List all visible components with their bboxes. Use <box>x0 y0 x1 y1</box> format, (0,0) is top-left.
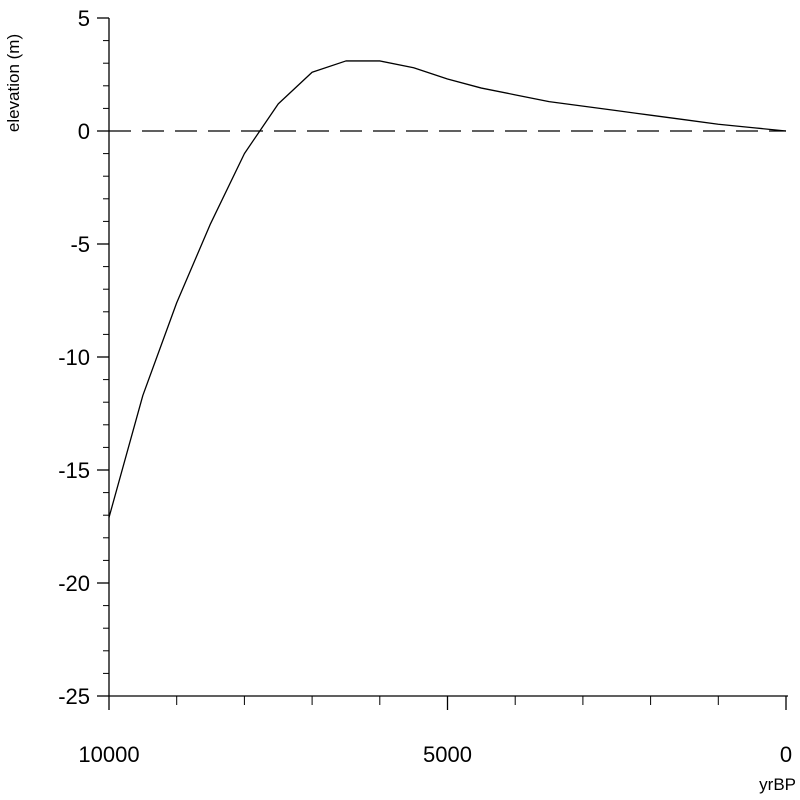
axis-ticks <box>97 17 787 710</box>
series-lines <box>108 60 787 518</box>
x-tick-label: 0 <box>780 742 792 767</box>
series-line <box>108 60 787 518</box>
x-tick-label: 10000 <box>78 742 139 767</box>
y-tick-label: -20 <box>58 571 90 596</box>
y-tick-label: -15 <box>58 458 90 483</box>
y-tick-label: 0 <box>78 119 90 144</box>
tick-labels: 5 0 -5 -10 -15 -20 -25 10000 5000 0 <box>58 6 792 767</box>
y-tick-label: -5 <box>70 232 90 257</box>
y-tick-label: -10 <box>58 345 90 370</box>
x-tick-label: 5000 <box>423 742 472 767</box>
x-axis-title: yrBP <box>759 775 796 794</box>
y-tick-label: 5 <box>78 6 90 31</box>
y-axis-title: elevation (m) <box>4 34 23 132</box>
y-tick-label: -25 <box>58 684 90 709</box>
